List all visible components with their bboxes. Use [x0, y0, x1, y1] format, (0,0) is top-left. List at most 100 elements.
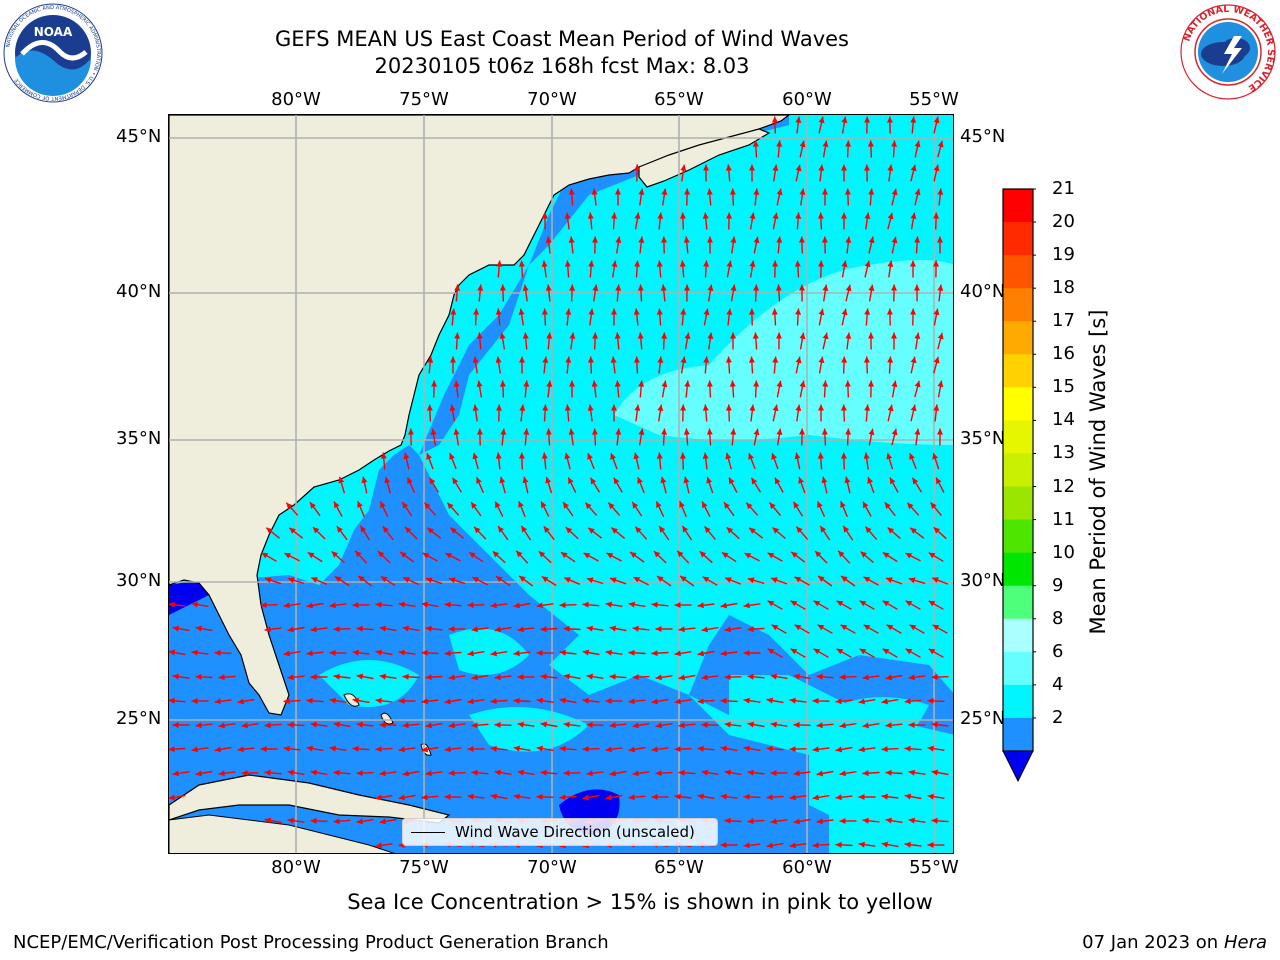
lat-label-left-45n: 45°N	[116, 126, 162, 147]
wind-wave-arrow-head	[494, 674, 501, 681]
wind-wave-arrow-head	[908, 577, 916, 584]
wind-wave-arrow-head	[699, 551, 707, 558]
wind-wave-arrow-head	[887, 527, 895, 534]
wind-wave-arrow-head	[864, 308, 871, 315]
wind-wave-arrow-head	[496, 260, 503, 267]
wind-wave-arrow-head	[471, 769, 478, 776]
colorbar-bin	[1003, 354, 1033, 388]
wind-wave-arrow-head	[795, 308, 802, 315]
wind-wave-arrow-head	[904, 698, 911, 705]
wind-wave-arrow-head	[356, 625, 363, 632]
wind-wave-arrow-head	[659, 526, 666, 533]
lon-label-top-60w: 60°W	[782, 89, 832, 110]
wind-wave-arrow-head	[914, 188, 921, 196]
wind-wave-arrow-head	[682, 525, 689, 533]
wind-wave-arrows	[169, 116, 949, 849]
wind-wave-arrow-head	[448, 674, 455, 681]
wind-wave-arrow-head	[172, 673, 179, 680]
wind-wave-arrow-head	[476, 332, 483, 339]
wind-wave-arrow-head	[859, 600, 867, 607]
wind-wave-arrow-head	[771, 453, 777, 460]
colorbar-bin	[1003, 486, 1033, 521]
wind-wave-arrow-head	[424, 502, 431, 510]
wind-wave-arrow-head	[614, 380, 621, 387]
wind-wave-arrow-head	[862, 722, 869, 729]
wind-wave-arrow-head	[932, 452, 938, 460]
wind-wave-arrow-head	[467, 746, 474, 752]
wind-wave-arrow-head	[656, 452, 663, 459]
wind-wave-arrow-head	[472, 356, 479, 363]
wind-wave-arrow-head	[329, 602, 336, 609]
wind-wave-arrow-head	[910, 260, 916, 267]
wind-wave-arrow-head	[380, 452, 387, 459]
wind-wave-arrow-head	[770, 770, 777, 776]
wind-wave-arrow-head	[749, 260, 756, 267]
wind-wave-arrow-head	[360, 525, 367, 533]
wind-wave-arrow-head	[582, 601, 589, 608]
wind-wave-arrow-head	[454, 332, 461, 339]
wind-wave-arrow-head	[541, 308, 548, 315]
wind-wave-arrow-head	[720, 842, 727, 848]
wind-wave-arrow-head	[928, 600, 936, 607]
wind-wave-arrow-head	[726, 260, 733, 268]
wind-wave-arrow-head	[608, 502, 615, 510]
wind-wave-arrow-head	[540, 673, 547, 680]
wind-wave-arrow-head	[749, 404, 756, 411]
wind-wave-arrow-head	[310, 817, 317, 824]
wind-wave-arrow-head	[774, 477, 781, 485]
wind-wave-arrow-head	[908, 769, 915, 776]
wind-wave-arrow-head	[697, 602, 704, 609]
wind-wave-arrow-head	[767, 600, 775, 607]
wind-wave-arrow-head	[860, 551, 867, 558]
wind-wave-arrow-head	[752, 332, 759, 339]
wind-wave-arrow-head	[772, 356, 779, 363]
wind-wave-arrow-head	[680, 164, 687, 171]
wind-wave-arrow-head	[375, 649, 383, 656]
wind-wave-arrow-head	[615, 236, 622, 243]
colorbar-bin	[1003, 684, 1033, 719]
wind-wave-arrow-head	[500, 428, 507, 435]
wind-wave-arrow-head	[334, 501, 340, 509]
chart-title: GEFS MEAN US East Coast Mean Period of W…	[275, 27, 849, 51]
wind-wave-arrow-head	[843, 525, 850, 533]
wind-wave-arrow-head	[795, 116, 802, 123]
ocean-6-8s-patch	[614, 260, 953, 445]
wind-wave-arrow-head	[770, 818, 777, 825]
wind-wave-arrow-head	[885, 817, 892, 824]
colorbar-tick-label: 16	[1052, 343, 1075, 365]
wind-wave-arrow-head	[306, 745, 313, 752]
wind-wave-arrow-head	[467, 698, 474, 705]
wind-wave-arrow-head	[431, 380, 438, 387]
wind-wave-arrow-head	[611, 527, 618, 534]
wind-wave-arrow-head	[818, 116, 825, 124]
wind-wave-arrow-head	[448, 626, 455, 632]
wind-wave-arrow-head	[748, 453, 754, 460]
wind-wave-arrow-head	[776, 332, 782, 339]
colorbar-frame	[1002, 188, 1034, 752]
wind-wave-arrow-head	[747, 673, 754, 680]
wind-wave-arrow-head	[494, 721, 501, 728]
wind-wave-arrow-head	[891, 140, 898, 147]
wind-wave-arrow-head	[881, 841, 889, 848]
wind-wave-arrow-head	[701, 769, 708, 776]
wind-wave-arrow-head	[743, 842, 750, 849]
wind-wave-arrow-head	[545, 476, 552, 484]
wind-wave-arrow-head	[633, 452, 640, 460]
wind-wave-arrow-head	[798, 477, 804, 484]
wind-wave-arrow-head	[933, 212, 940, 219]
wind-wave-arrow-head	[793, 818, 801, 825]
wind-wave-arrow-head	[678, 626, 685, 633]
colorbar-bin	[1003, 255, 1033, 289]
land-bahamas-a	[343, 693, 360, 707]
wind-wave-arrow-head	[380, 576, 388, 583]
wind-wave-arrow-head	[586, 721, 593, 728]
wind-wave-arrow-head	[426, 404, 433, 411]
land-south-strip	[169, 814, 395, 853]
wind-wave-arrow-head	[770, 673, 777, 680]
wind-wave-arrow-head	[724, 817, 731, 824]
wind-wave-arrow-head	[615, 284, 622, 291]
wind-wave-arrow-head	[749, 527, 756, 534]
wind-wave-arrow-head	[845, 236, 852, 243]
wind-wave-arrow-head	[329, 745, 336, 752]
wind-wave-arrow-head	[697, 793, 705, 800]
